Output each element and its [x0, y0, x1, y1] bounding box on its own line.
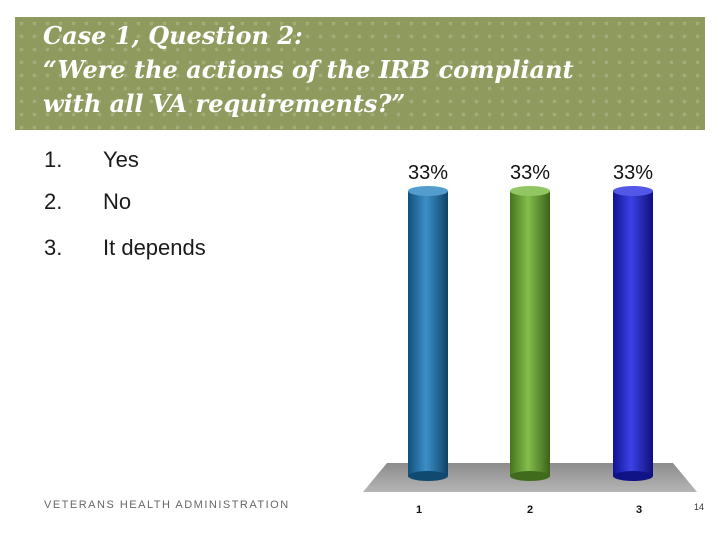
data-label-1: 33% — [408, 162, 448, 184]
option-text: Yes — [103, 147, 139, 172]
bar-1-base — [408, 471, 448, 481]
title-line-2: “Were the actions of the IRB compliant — [43, 55, 574, 84]
category-label-3: 3 — [636, 504, 642, 516]
bar-1 — [408, 191, 448, 476]
bar-2-base — [510, 471, 550, 481]
title-banner: Case 1, Question 2: “Were the actions of… — [15, 17, 705, 130]
option-number: 2. — [44, 189, 63, 214]
bar-2-top — [510, 186, 550, 196]
category-label-2: 2 — [527, 504, 533, 516]
data-label-2: 33% — [510, 162, 550, 184]
option-number: 3. — [44, 235, 63, 260]
title-line-3: with all VA requirements?” — [43, 89, 406, 118]
title-line-1: Case 1, Question 2: — [43, 21, 303, 50]
category-label-1: 1 — [416, 504, 422, 516]
bar-1-top — [408, 186, 448, 196]
bar-3 — [613, 191, 653, 476]
bar-3-top — [613, 186, 653, 196]
organization-footer: VETERANS HEALTH ADMINISTRATION — [44, 499, 290, 511]
option-text: No — [103, 189, 132, 214]
option-number: 1. — [44, 147, 63, 172]
option-text: It depends — [103, 235, 206, 260]
bar-3-base — [613, 471, 653, 481]
data-label-3: 33% — [613, 162, 653, 184]
bar-2 — [510, 191, 550, 476]
page-number: 14 — [694, 502, 705, 512]
